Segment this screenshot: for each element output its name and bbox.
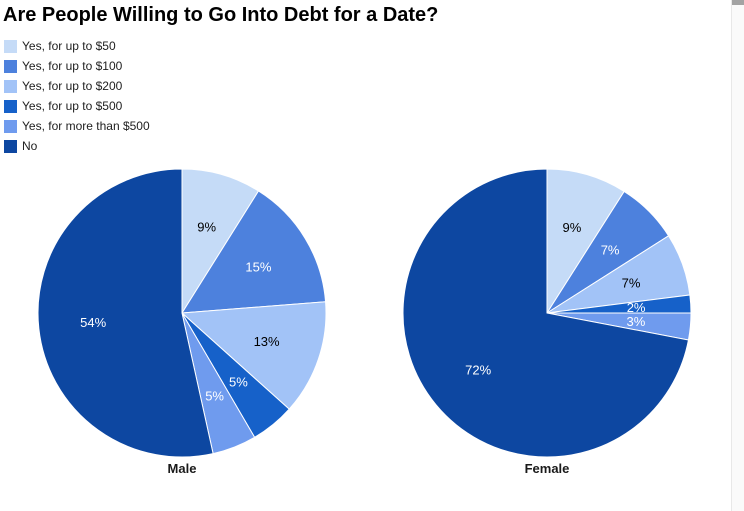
legend-label-2: Yes, for up to $200 [22,79,123,93]
legend-swatch-3 [4,99,17,113]
legend-item-0: Yes, for up to $50 [4,36,150,56]
slice-label-0: 9% [197,220,216,235]
legend: Yes, for up to $50 Yes, for up to $100 Yes… [4,36,150,156]
pie-slice-2[interactable] [180,301,327,410]
legend-swatch-4 [4,119,17,133]
slice-label-2: 13% [254,334,280,349]
legend-label-0: Yes, for up to $50 [22,39,116,53]
legend-item-5: No [4,136,150,156]
scrollbar-thumb[interactable] [732,0,744,5]
legend-swatch-2 [4,79,17,93]
pie-chart-male: 9% 15% 13% 5% 5% 54% [37,168,327,458]
slice-label-4: 3% [627,314,646,329]
legend-item-1: Yes, for up to $100 [4,56,150,76]
pie-slice-0[interactable] [181,168,260,315]
slice-label-5: 72% [465,362,491,377]
pie-slice-1[interactable] [181,190,327,314]
legend-swatch-1 [4,59,17,73]
legend-swatch-0 [4,39,17,53]
slice-label-0: 9% [563,220,582,235]
legend-swatch-5 [4,139,17,153]
slice-label-2: 7% [622,275,641,290]
pie-caption-male: Male [167,461,197,476]
legend-label-5: No [22,139,38,153]
slice-label-1: 7% [601,242,620,257]
pie-chart-female: 9% 7% 7% 2%3% 72% [402,168,692,458]
slice-label-3: 2% [627,300,646,315]
legend-label-1: Yes, for up to $100 [22,59,123,73]
legend-item-3: Yes, for up to $500 [4,96,150,116]
slice-label-3: 5% [229,375,248,390]
slice-label-5: 54% [80,315,106,330]
pie-caption-female: Female [524,461,570,476]
legend-item-2: Yes, for up to $200 [4,76,150,96]
legend-label-4: Yes, for more than $500 [22,119,150,133]
legend-label-3: Yes, for up to $500 [22,99,123,113]
slice-label-1: 15% [245,259,271,274]
slice-label-4: 5% [205,389,224,404]
pie-slice-5[interactable] [402,168,690,458]
pie-slice-5[interactable] [37,168,214,458]
vertical-scrollbar[interactable] [731,0,744,511]
legend-item-4: Yes, for more than $500 [4,116,150,136]
pie-slice-0[interactable] [546,168,625,315]
chart-title: Are People Willing to Go Into Debt for a… [3,4,439,26]
